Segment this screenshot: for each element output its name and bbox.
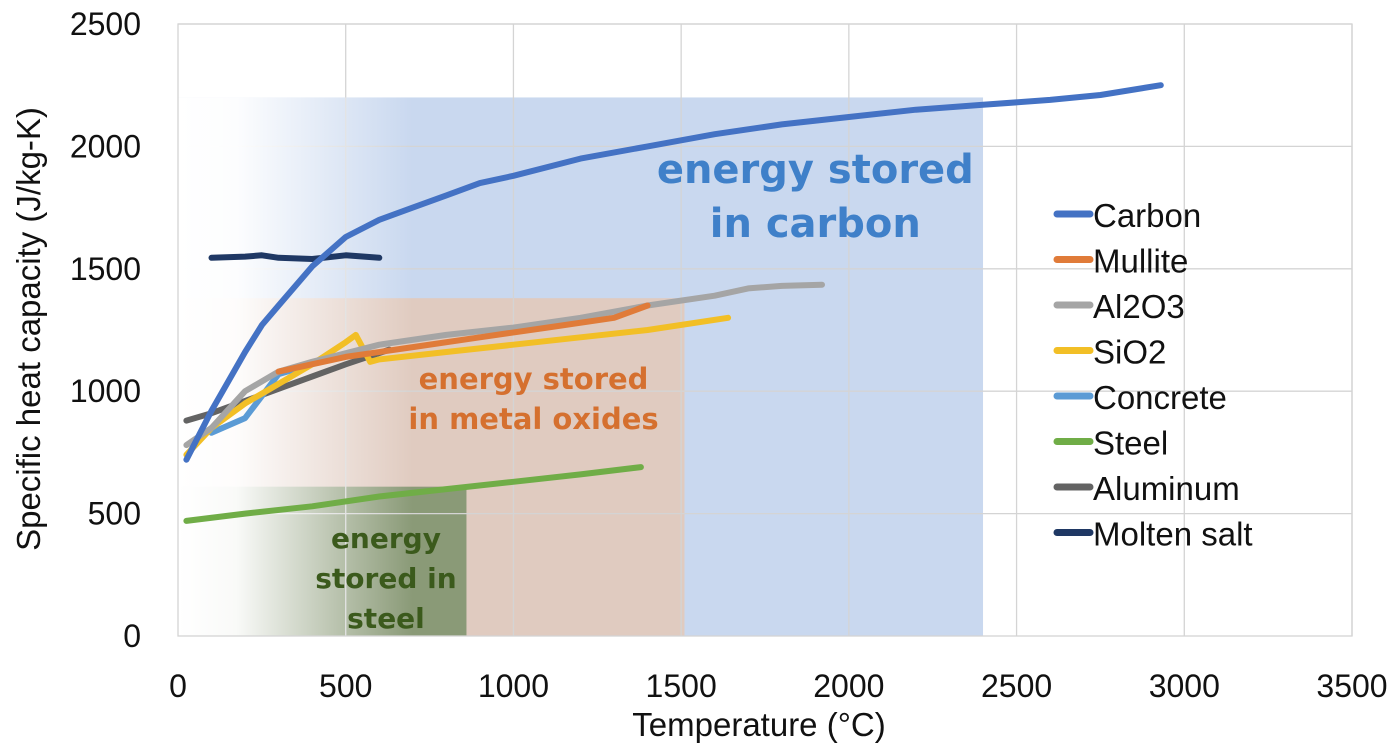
series-line-mullite	[275, 302, 651, 375]
y-tick-label: 500	[88, 496, 141, 532]
region-label-energy-stored-in-carbon: energy stored in carbon	[657, 147, 974, 247]
x-tick-label: 1000	[478, 668, 549, 704]
x-axis-title: Temperature (°C)	[632, 706, 885, 743]
x-tick-label: 0	[169, 668, 187, 704]
series-line-carbon	[183, 82, 1164, 463]
x-tick-label: 500	[319, 668, 372, 704]
legend-label-al2o3: Al2O3	[1093, 288, 1185, 325]
region-label-line: in carbon	[710, 201, 921, 247]
legend-label-sio2: SiO2	[1093, 334, 1166, 371]
series-line-al2o3	[183, 281, 825, 449]
x-tick-label: 3500	[1316, 668, 1387, 704]
legend-label-mullite: Mullite	[1093, 243, 1188, 280]
region-label-energy-stored-in-metal-oxides: energy stored in metal oxides	[408, 362, 658, 436]
legend: Carbon Mullite Al2O3 SiO2 Concrete Steel Alumi…	[1053, 197, 1253, 553]
series-layer	[183, 82, 1164, 524]
x-tick-label: 3000	[1149, 668, 1220, 704]
legend-label-molten-salt: Molten salt	[1093, 516, 1253, 553]
region-label-line: energy stored	[419, 362, 649, 396]
x-tick-label: 2500	[981, 668, 1052, 704]
region-label-energy-stored-in-steel: energy stored in steel	[315, 522, 456, 635]
y-tick-label: 1500	[70, 251, 141, 287]
legend-label-aluminum: Aluminum	[1093, 470, 1240, 507]
y-tick-label: 1000	[70, 373, 141, 409]
series-line-molten-salt	[208, 252, 383, 262]
y-axis-title: Specific heat capacity (J/kg-K)	[10, 107, 47, 551]
region-label-line: in metal oxides	[408, 402, 658, 436]
region-labels-layer: energy stored in carbon energy stored in me…	[315, 147, 974, 635]
axes-layer: 0 500 1000 1500 2000 2500 3000 3500 0 500 1000 1500…	[70, 6, 1388, 704]
legend-label-steel: Steel	[1093, 425, 1168, 462]
legend-label-carbon: Carbon	[1093, 197, 1201, 234]
x-tick-label: 1500	[646, 668, 717, 704]
series-line-steel	[183, 464, 644, 524]
y-tick-label: 2500	[70, 6, 141, 42]
y-tick-label: 0	[123, 618, 141, 654]
region-label-line: energy	[331, 522, 441, 555]
legend-label-concrete: Concrete	[1093, 379, 1227, 416]
plot-border	[177, 23, 1353, 637]
region-label-line: steel	[347, 602, 425, 635]
x-tick-label: 2000	[813, 668, 884, 704]
region-label-line: stored in	[315, 562, 456, 595]
region-label-line: energy stored	[657, 147, 974, 193]
y-tick-label: 2000	[70, 128, 141, 164]
